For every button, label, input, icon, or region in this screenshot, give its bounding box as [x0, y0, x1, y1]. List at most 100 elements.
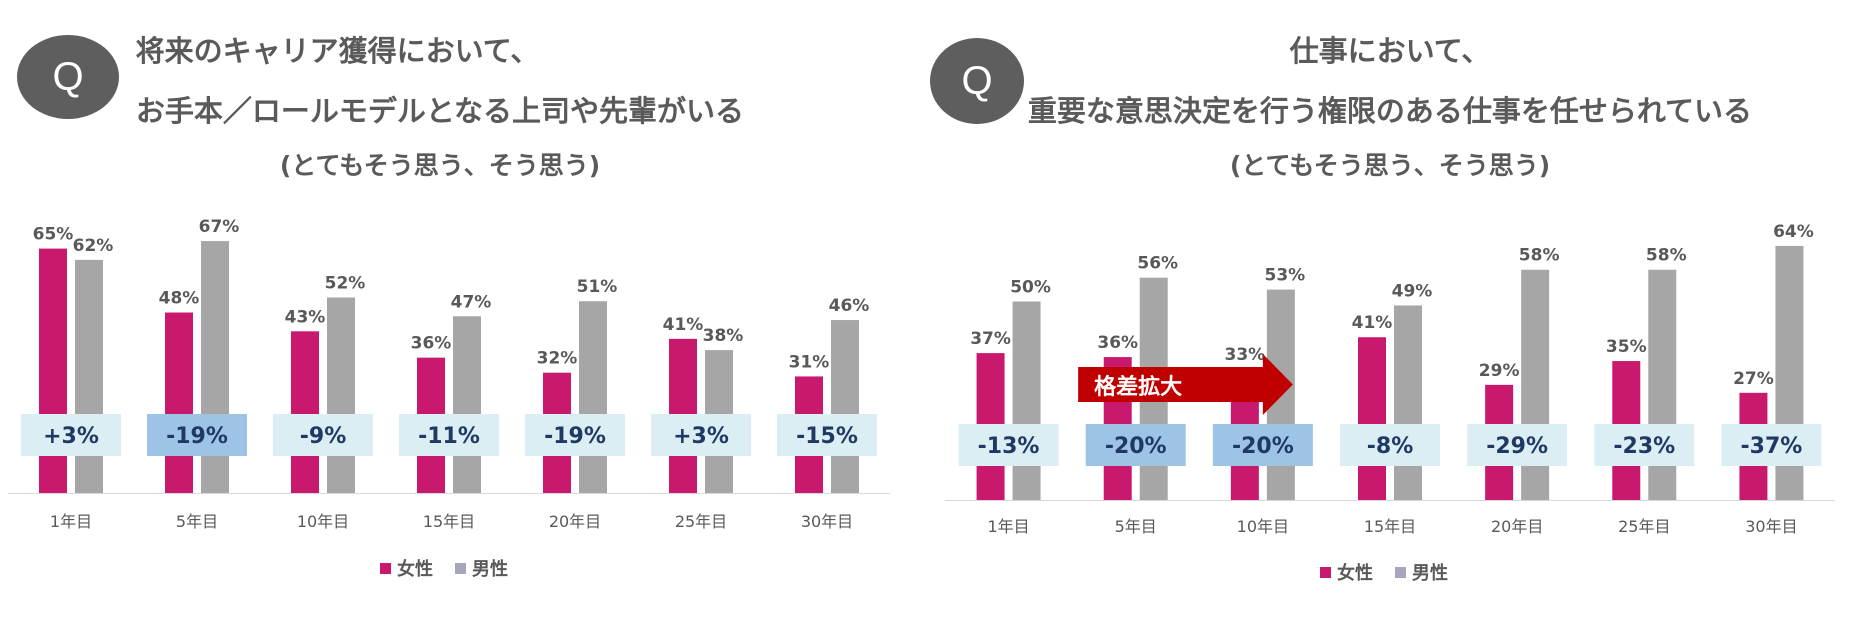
x-tick-label: 10年目 — [297, 512, 349, 531]
difference-box — [525, 414, 625, 456]
bar-male — [453, 316, 481, 493]
chart-subtitle: (とてもそう思う、そう思う) — [279, 151, 601, 180]
bar-male — [831, 320, 859, 493]
x-tick-label: 30年目 — [1745, 517, 1797, 536]
chart-subtitle: (とてもそう思う、そう思う) — [1229, 151, 1551, 180]
difference-box — [21, 414, 121, 456]
data-label-male: 47% — [451, 292, 492, 312]
legend-swatch-female — [380, 562, 391, 574]
chart-title-line-1: 将来のキャリア獲得において、 — [135, 34, 540, 68]
data-label-male: 50% — [1010, 278, 1051, 298]
difference-label: -20% — [1105, 434, 1167, 459]
bar-female — [1358, 337, 1386, 500]
bar-male — [579, 301, 607, 493]
difference-box — [399, 414, 499, 456]
difference-label: +3% — [673, 424, 729, 449]
data-label-female: 41% — [1352, 313, 1393, 333]
data-label-male: 56% — [1137, 254, 1178, 274]
legend-label-female: 女性 — [1337, 563, 1373, 584]
difference-label: -29% — [1486, 434, 1548, 459]
x-tick-label: 20年目 — [549, 512, 601, 531]
q-badge: Q — [17, 35, 119, 119]
difference-box — [1085, 424, 1186, 466]
difference-box — [651, 414, 751, 456]
difference-label: -15% — [796, 424, 858, 449]
difference-box — [1594, 424, 1695, 466]
data-label-male: 58% — [1646, 246, 1687, 266]
x-tick-label: 15年目 — [1364, 517, 1416, 536]
chart-title-line-2: 重要な意思決定を行う権限のある仕事を任せられている — [1027, 94, 1753, 128]
difference-label: -19% — [544, 424, 606, 449]
legend-item-female: 女性 — [1320, 559, 1373, 585]
data-label-female: 27% — [1733, 369, 1774, 389]
legend-item-female: 女性 — [380, 555, 433, 581]
difference-box — [958, 424, 1059, 466]
data-label-female: 33% — [1225, 345, 1266, 365]
bar-female — [39, 248, 67, 493]
data-label-female: 31% — [789, 352, 830, 372]
legend: 女性 男性 — [380, 555, 508, 581]
data-label-male: 67% — [199, 217, 240, 237]
gap-widening-arrow — [1078, 354, 1293, 415]
difference-label: -11% — [418, 424, 480, 449]
difference-box — [777, 414, 877, 456]
difference-box — [1212, 424, 1313, 466]
data-label-female: 36% — [1097, 333, 1138, 353]
x-tick-label: 1年目 — [987, 517, 1029, 536]
chart-panel-decision-authority: Q 仕事において、 重要な意思決定を行う権限のある仕事を任せられている (とても… — [930, 0, 1851, 635]
difference-label: -13% — [978, 434, 1040, 459]
data-label-female: 65% — [33, 225, 74, 245]
data-label-female: 43% — [285, 307, 326, 327]
bar-male — [75, 259, 103, 493]
bar-male — [1394, 305, 1422, 500]
data-label-male: 62% — [73, 236, 114, 256]
x-tick-label: 30年目 — [801, 512, 853, 531]
data-label-female: 29% — [1479, 361, 1520, 381]
x-tick-label: 5年目 — [1115, 517, 1157, 536]
legend-label-female: 女性 — [397, 559, 433, 580]
data-label-female: 48% — [159, 289, 200, 309]
chart-panel-career-role-model: Q 将来のキャリア獲得において、 お手本／ロールモデルとなる上司や先輩がいる (… — [0, 0, 905, 635]
data-label-female: 41% — [663, 315, 704, 335]
legend-swatch-female — [1320, 566, 1331, 578]
difference-label: -37% — [1741, 434, 1803, 459]
x-tick-label: 15年目 — [423, 512, 475, 531]
difference-box — [147, 414, 247, 456]
data-label-male: 64% — [1773, 222, 1814, 242]
legend-swatch-male — [1395, 566, 1406, 578]
data-label-male: 58% — [1519, 246, 1560, 266]
data-label-male: 53% — [1265, 266, 1306, 286]
annotation-label: 格差拡大 — [1094, 374, 1182, 400]
difference-box — [1467, 424, 1568, 466]
data-label-female: 32% — [537, 349, 578, 369]
x-tick-label: 1年目 — [50, 512, 92, 531]
data-label-female: 35% — [1606, 337, 1647, 357]
difference-box — [1340, 424, 1440, 466]
x-tick-label: 25年目 — [1618, 517, 1670, 536]
data-label-male: 52% — [325, 273, 366, 293]
data-label-female: 37% — [970, 329, 1011, 349]
data-label-female: 36% — [411, 334, 452, 354]
chart-title-line-2: お手本／ロールモデルとなる上司や先輩がいる — [135, 94, 745, 128]
chart-title-line-1: 仕事において、 — [1289, 34, 1491, 68]
difference-label: -8% — [1367, 434, 1413, 459]
difference-label: -9% — [300, 424, 346, 449]
legend: 女性 男性 — [1320, 559, 1448, 585]
legend-label-male: 男性 — [1412, 563, 1448, 584]
difference-label: -23% — [1613, 434, 1675, 459]
data-label-male: 49% — [1392, 281, 1433, 301]
data-label-male: 38% — [703, 326, 744, 346]
bar-female — [291, 331, 319, 493]
x-tick-label: 20年目 — [1491, 517, 1543, 536]
difference-label: -20% — [1232, 434, 1294, 459]
data-label-male: 51% — [577, 277, 618, 297]
data-label-male: 46% — [829, 296, 870, 316]
difference-label: +3% — [43, 424, 99, 449]
legend-item-male: 男性 — [1395, 559, 1448, 585]
x-tick-label: 25年目 — [675, 512, 727, 531]
legend-label-male: 男性 — [472, 559, 508, 580]
bar-chart-left: 65%62% 1年目 48% 67% 5年目 43% 52% 10年目 36% 47% 15年目 32… — [8, 217, 890, 531]
bar-male — [327, 297, 355, 493]
difference-box — [1721, 424, 1822, 466]
legend-swatch-male — [455, 562, 466, 574]
